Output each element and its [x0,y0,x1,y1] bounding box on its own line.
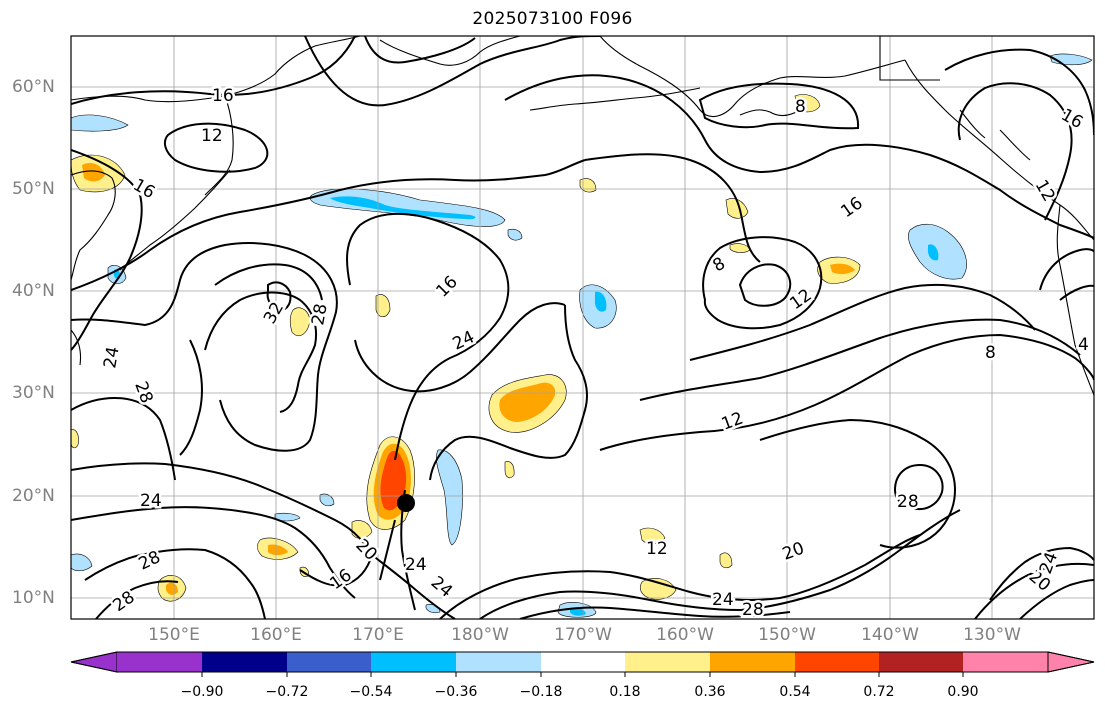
contour-label: 16 [432,272,461,301]
contour-label: 28 [130,379,156,406]
lon-label: 160°W [656,625,714,645]
contour-label: 20 [780,539,807,565]
contour-label: 28 [308,302,331,327]
lat-label: 50°N [12,179,55,199]
shaded-anomaly-fields [71,53,1093,618]
lat-label: 10°N [12,588,55,608]
lon-label: 150°E [148,625,200,645]
contour-label: 20 [351,535,380,564]
contour-label: 32 [260,299,288,328]
colorbar-tick-label: 0.54 [779,684,811,700]
contour-label: 28 [109,587,138,616]
contour-label: 12 [786,285,815,314]
colorbar-tick-label: −0.54 [349,684,393,700]
contour-label: 24 [100,345,123,370]
contour-label: 28 [742,600,764,620]
lon-label: 170°W [554,625,612,645]
contour-label: 12 [201,126,223,146]
contour-label: 24 [712,590,734,610]
storm-center-marker [397,494,415,512]
coastlines [71,36,1094,396]
colorbar [70,651,1095,677]
contour-label: 28 [897,492,919,512]
contour-label: 8 [795,97,806,117]
contour-label: 8 [985,343,996,363]
lat-label: 40°N [12,281,55,301]
contour-label: 8 [710,254,729,277]
lat-label: 20°N [12,486,55,506]
map-frame [70,35,1095,620]
lon-label: 170°E [352,625,404,645]
map-title: 2025073100 F096 [472,9,633,29]
colorbar-tick-label: 0.72 [863,684,895,700]
colorbar-tick-label: 0.90 [947,684,979,700]
colorbar-tick-label: 0.36 [694,684,726,700]
colorbar-tick-label: −0.72 [265,684,309,700]
colorbar-tick-label: −0.90 [180,684,224,700]
contour-labels: 16 12 16 8 16 12 16 8 12 32 28 24 28 24 … [98,84,1092,623]
lat-label: 60°N [12,77,55,97]
colorbar-tick-label: −0.36 [434,684,478,700]
contour-label: 4 [1078,335,1089,355]
lat-label: 30°N [12,383,55,403]
lon-label: 130°W [963,625,1021,645]
contour-label: 24 [405,555,427,575]
lon-label: 150°W [758,625,816,645]
contour-label: 16 [212,86,234,106]
lon-label: 140°W [861,625,919,645]
colorbar-tick-label: 0.18 [609,684,641,700]
lon-label: 160°E [250,625,302,645]
colorbar-tick-label: −0.18 [519,684,563,700]
contour-label: 16 [130,175,159,203]
contour-label: 24 [427,573,456,602]
contour-label: 12 [646,539,668,559]
contour-label: 16 [837,193,866,222]
lat-lon-grid [71,36,1094,619]
contour-label: 24 [450,327,478,354]
lon-label: 180°W [451,625,509,645]
contour-label: 24 [140,491,162,511]
contour-lines [71,36,1094,619]
